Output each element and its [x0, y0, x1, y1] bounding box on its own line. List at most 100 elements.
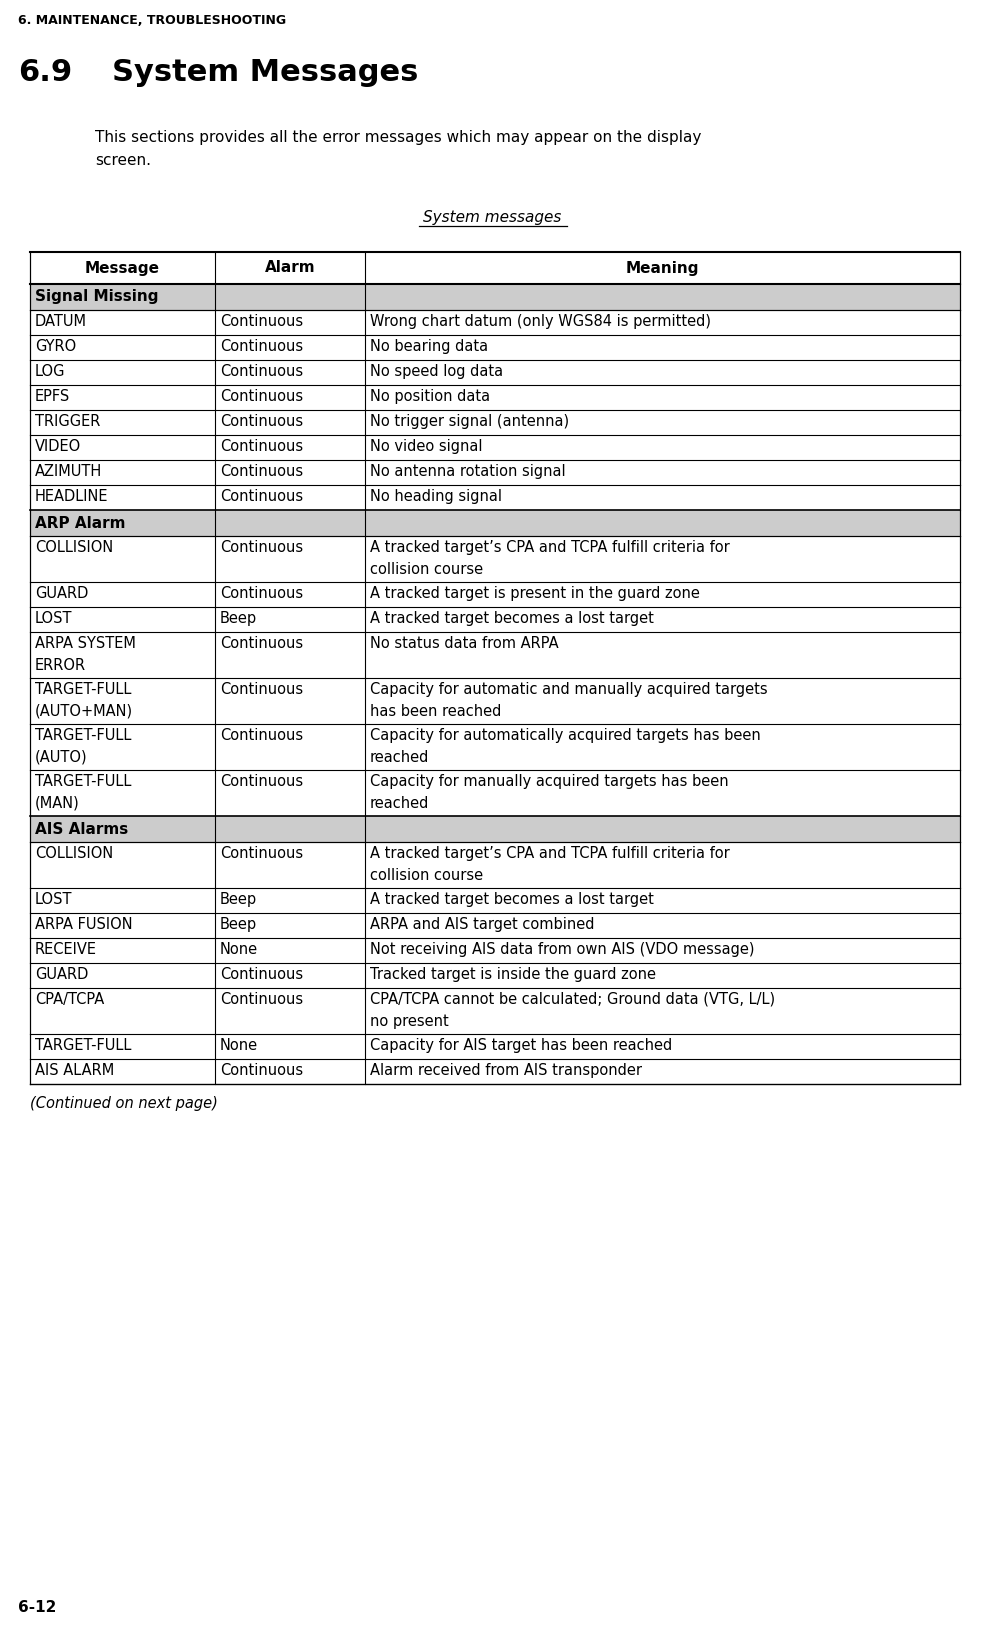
- Text: Capacity for automatically acquired targets has been
reached: Capacity for automatically acquired targ…: [370, 728, 760, 765]
- Text: Continuous: Continuous: [220, 339, 303, 354]
- Text: DATUM: DATUM: [35, 313, 87, 330]
- Text: ARPA SYSTEM
ERROR: ARPA SYSTEM ERROR: [35, 636, 136, 672]
- Text: CPA/TCPA: CPA/TCPA: [35, 992, 104, 1007]
- Text: TARGET-FULL: TARGET-FULL: [35, 1038, 131, 1053]
- Text: System Messages: System Messages: [112, 59, 419, 86]
- Text: A tracked target’s CPA and TCPA fulfill criteria for
collision course: A tracked target’s CPA and TCPA fulfill …: [370, 845, 730, 883]
- Bar: [30, 963, 960, 987]
- Text: Tracked target is inside the guard zone: Tracked target is inside the guard zone: [370, 968, 656, 982]
- Text: Capacity for AIS target has been reached: Capacity for AIS target has been reached: [370, 1038, 672, 1053]
- Text: Message: Message: [85, 261, 160, 276]
- Bar: [30, 485, 960, 509]
- Text: A tracked target’s CPA and TCPA fulfill criteria for
collision course: A tracked target’s CPA and TCPA fulfill …: [370, 540, 730, 576]
- Bar: [30, 842, 960, 888]
- Text: Capacity for automatic and manually acquired targets
has been reached: Capacity for automatic and manually acqu…: [370, 682, 767, 718]
- Bar: [30, 385, 960, 410]
- Text: A tracked target is present in the guard zone: A tracked target is present in the guard…: [370, 586, 700, 601]
- Text: Continuous: Continuous: [220, 1062, 303, 1079]
- Text: This sections provides all the error messages which may appear on the display: This sections provides all the error mes…: [95, 131, 701, 145]
- Text: Not receiving AIS data from own AIS (VDO message): Not receiving AIS data from own AIS (VDO…: [370, 942, 755, 956]
- Text: Beep: Beep: [220, 893, 257, 907]
- Text: AIS ALARM: AIS ALARM: [35, 1062, 114, 1079]
- Text: Continuous: Continuous: [220, 968, 303, 982]
- Text: No video signal: No video signal: [370, 439, 483, 454]
- Bar: [30, 912, 960, 938]
- Bar: [30, 987, 960, 1035]
- Bar: [30, 632, 960, 677]
- Bar: [30, 310, 960, 335]
- Bar: [30, 725, 960, 770]
- Text: Meaning: Meaning: [625, 261, 699, 276]
- Text: ARP Alarm: ARP Alarm: [35, 516, 125, 530]
- Text: Continuous: Continuous: [220, 636, 303, 651]
- Text: COLLISION: COLLISION: [35, 845, 113, 862]
- Text: GUARD: GUARD: [35, 968, 89, 982]
- Text: Continuous: Continuous: [220, 313, 303, 330]
- Text: EPFS: EPFS: [35, 388, 70, 405]
- Text: TARGET-FULL
(AUTO+MAN): TARGET-FULL (AUTO+MAN): [35, 682, 133, 718]
- Text: Beep: Beep: [220, 917, 257, 932]
- Text: No speed log data: No speed log data: [370, 364, 503, 379]
- Text: Capacity for manually acquired targets has been
reached: Capacity for manually acquired targets h…: [370, 774, 729, 811]
- Text: TARGET-FULL
(MAN): TARGET-FULL (MAN): [35, 774, 131, 811]
- Text: Beep: Beep: [220, 610, 257, 627]
- Text: No trigger signal (antenna): No trigger signal (antenna): [370, 415, 569, 429]
- Text: ARPA FUSION: ARPA FUSION: [35, 917, 133, 932]
- Bar: [30, 607, 960, 632]
- Text: No antenna rotation signal: No antenna rotation signal: [370, 463, 565, 480]
- Text: LOG: LOG: [35, 364, 65, 379]
- Text: TARGET-FULL
(AUTO): TARGET-FULL (AUTO): [35, 728, 131, 765]
- Bar: [30, 770, 960, 816]
- Text: VIDEO: VIDEO: [35, 439, 81, 454]
- Text: LOST: LOST: [35, 893, 73, 907]
- Bar: [30, 1035, 960, 1059]
- Text: AIS Alarms: AIS Alarms: [35, 821, 128, 837]
- Text: Continuous: Continuous: [220, 992, 303, 1007]
- Text: Continuous: Continuous: [220, 364, 303, 379]
- Bar: [30, 361, 960, 385]
- Text: Continuous: Continuous: [220, 463, 303, 480]
- Bar: [30, 436, 960, 460]
- Text: CPA/TCPA cannot be calculated; Ground data (VTG, L/L)
no present: CPA/TCPA cannot be calculated; Ground da…: [370, 992, 775, 1028]
- Text: A tracked target becomes a lost target: A tracked target becomes a lost target: [370, 610, 654, 627]
- Text: screen.: screen.: [95, 153, 151, 168]
- Text: Continuous: Continuous: [220, 415, 303, 429]
- Text: No bearing data: No bearing data: [370, 339, 489, 354]
- Bar: [30, 583, 960, 607]
- Text: (Continued on next page): (Continued on next page): [30, 1097, 218, 1111]
- Text: None: None: [220, 942, 258, 956]
- Text: None: None: [220, 1038, 258, 1053]
- Text: GYRO: GYRO: [35, 339, 76, 354]
- Text: Continuous: Continuous: [220, 728, 303, 743]
- Bar: [30, 816, 960, 842]
- Bar: [30, 888, 960, 912]
- Text: ARPA and AIS target combined: ARPA and AIS target combined: [370, 917, 595, 932]
- Bar: [30, 335, 960, 361]
- Text: 6-12: 6-12: [18, 1599, 56, 1616]
- Text: GUARD: GUARD: [35, 586, 89, 601]
- Bar: [30, 410, 960, 436]
- Text: No status data from ARPA: No status data from ARPA: [370, 636, 558, 651]
- Text: System messages: System messages: [424, 211, 561, 225]
- Text: Alarm: Alarm: [265, 261, 315, 276]
- Bar: [30, 284, 960, 310]
- Bar: [30, 1059, 960, 1084]
- Text: Continuous: Continuous: [220, 540, 303, 555]
- Text: Continuous: Continuous: [220, 774, 303, 788]
- Text: Continuous: Continuous: [220, 845, 303, 862]
- Text: Continuous: Continuous: [220, 439, 303, 454]
- Text: Alarm received from AIS transponder: Alarm received from AIS transponder: [370, 1062, 642, 1079]
- Text: No position data: No position data: [370, 388, 491, 405]
- Text: Continuous: Continuous: [220, 586, 303, 601]
- Text: 6. MAINTENANCE, TROUBLESHOOTING: 6. MAINTENANCE, TROUBLESHOOTING: [18, 15, 286, 28]
- Text: Wrong chart datum (only WGS84 is permitted): Wrong chart datum (only WGS84 is permitt…: [370, 313, 711, 330]
- Bar: [30, 460, 960, 485]
- Text: Continuous: Continuous: [220, 490, 303, 504]
- Text: Continuous: Continuous: [220, 388, 303, 405]
- Text: No heading signal: No heading signal: [370, 490, 502, 504]
- Text: COLLISION: COLLISION: [35, 540, 113, 555]
- Bar: [30, 938, 960, 963]
- Text: 6.9: 6.9: [18, 59, 72, 86]
- Text: RECEIVE: RECEIVE: [35, 942, 97, 956]
- Bar: [30, 509, 960, 535]
